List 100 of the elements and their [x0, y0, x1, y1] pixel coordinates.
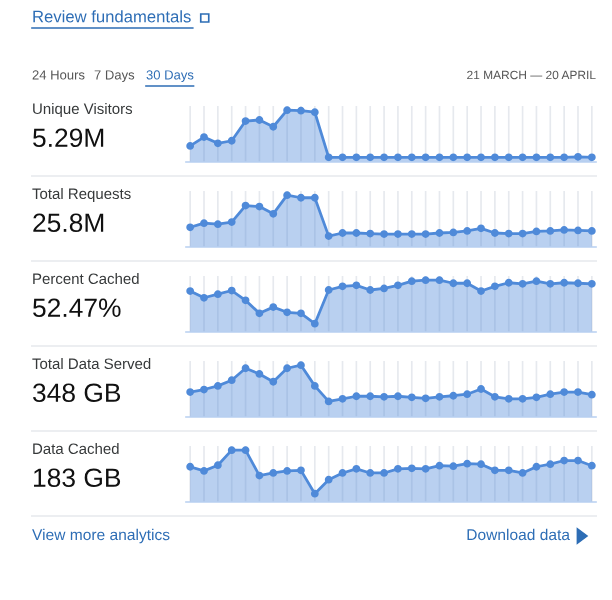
point [504, 394, 513, 403]
point [504, 153, 513, 162]
point [283, 191, 291, 200]
point [421, 153, 430, 162]
point [421, 230, 430, 238]
point [283, 467, 291, 475]
point [227, 218, 236, 226]
point [352, 281, 361, 290]
point [213, 382, 222, 390]
point [227, 286, 236, 295]
point [310, 382, 319, 390]
point [560, 226, 569, 234]
point [227, 136, 236, 145]
point [297, 106, 305, 115]
point [546, 460, 555, 469]
point [297, 309, 305, 318]
point [213, 220, 222, 229]
point [394, 464, 402, 473]
point [186, 142, 195, 150]
point [587, 153, 596, 162]
point [380, 392, 388, 401]
point [380, 230, 388, 238]
point [477, 224, 485, 233]
point [560, 456, 569, 465]
point [449, 153, 458, 162]
point [394, 281, 402, 290]
point [587, 461, 596, 470]
point [324, 475, 333, 484]
point [518, 153, 527, 162]
point [380, 284, 388, 293]
point [241, 117, 250, 125]
point [532, 227, 541, 236]
point [435, 153, 444, 162]
point [546, 279, 555, 288]
point [504, 466, 513, 475]
point [463, 390, 472, 399]
point [241, 201, 250, 210]
point [269, 209, 278, 218]
point [213, 461, 222, 470]
point [532, 277, 541, 286]
point [227, 376, 236, 385]
point [546, 153, 555, 162]
point [324, 397, 333, 406]
text: 348 GB [33, 383, 121, 403]
point [338, 394, 347, 403]
point [283, 308, 291, 317]
point [366, 392, 375, 401]
point [352, 464, 361, 473]
point [518, 394, 527, 403]
point [255, 116, 264, 124]
point [366, 286, 375, 294]
point [324, 286, 333, 294]
point [532, 393, 541, 402]
point [241, 296, 250, 305]
text: Review fundamentals [33, 10, 191, 23]
point [324, 232, 333, 240]
point [504, 229, 513, 238]
point [574, 152, 582, 161]
point [241, 446, 250, 455]
point [504, 278, 513, 287]
point [380, 153, 388, 162]
point [435, 229, 444, 237]
point [200, 293, 208, 302]
point [587, 227, 596, 235]
point [310, 193, 319, 202]
point [283, 364, 291, 373]
point [283, 106, 291, 115]
point [518, 469, 527, 477]
point [560, 388, 569, 396]
point [532, 153, 541, 162]
point [477, 385, 485, 393]
point [491, 229, 499, 237]
point [200, 467, 208, 475]
point [407, 153, 416, 162]
point [463, 279, 472, 288]
point [241, 364, 250, 373]
point [574, 456, 582, 465]
point [186, 462, 195, 471]
point [269, 469, 278, 477]
point [518, 229, 527, 238]
point [297, 361, 305, 370]
point [449, 391, 458, 400]
point [338, 469, 347, 477]
point [407, 277, 416, 286]
point [574, 279, 582, 288]
text: 52.47% [33, 298, 121, 318]
point [338, 229, 347, 237]
point [574, 226, 582, 235]
point [491, 466, 499, 475]
point [587, 279, 596, 288]
point [435, 392, 444, 401]
point [186, 388, 195, 396]
point [463, 227, 472, 235]
point [463, 459, 472, 468]
point [421, 394, 430, 403]
point [352, 153, 361, 162]
point [574, 388, 582, 396]
point [449, 462, 458, 471]
point [227, 446, 236, 455]
point [421, 464, 430, 473]
